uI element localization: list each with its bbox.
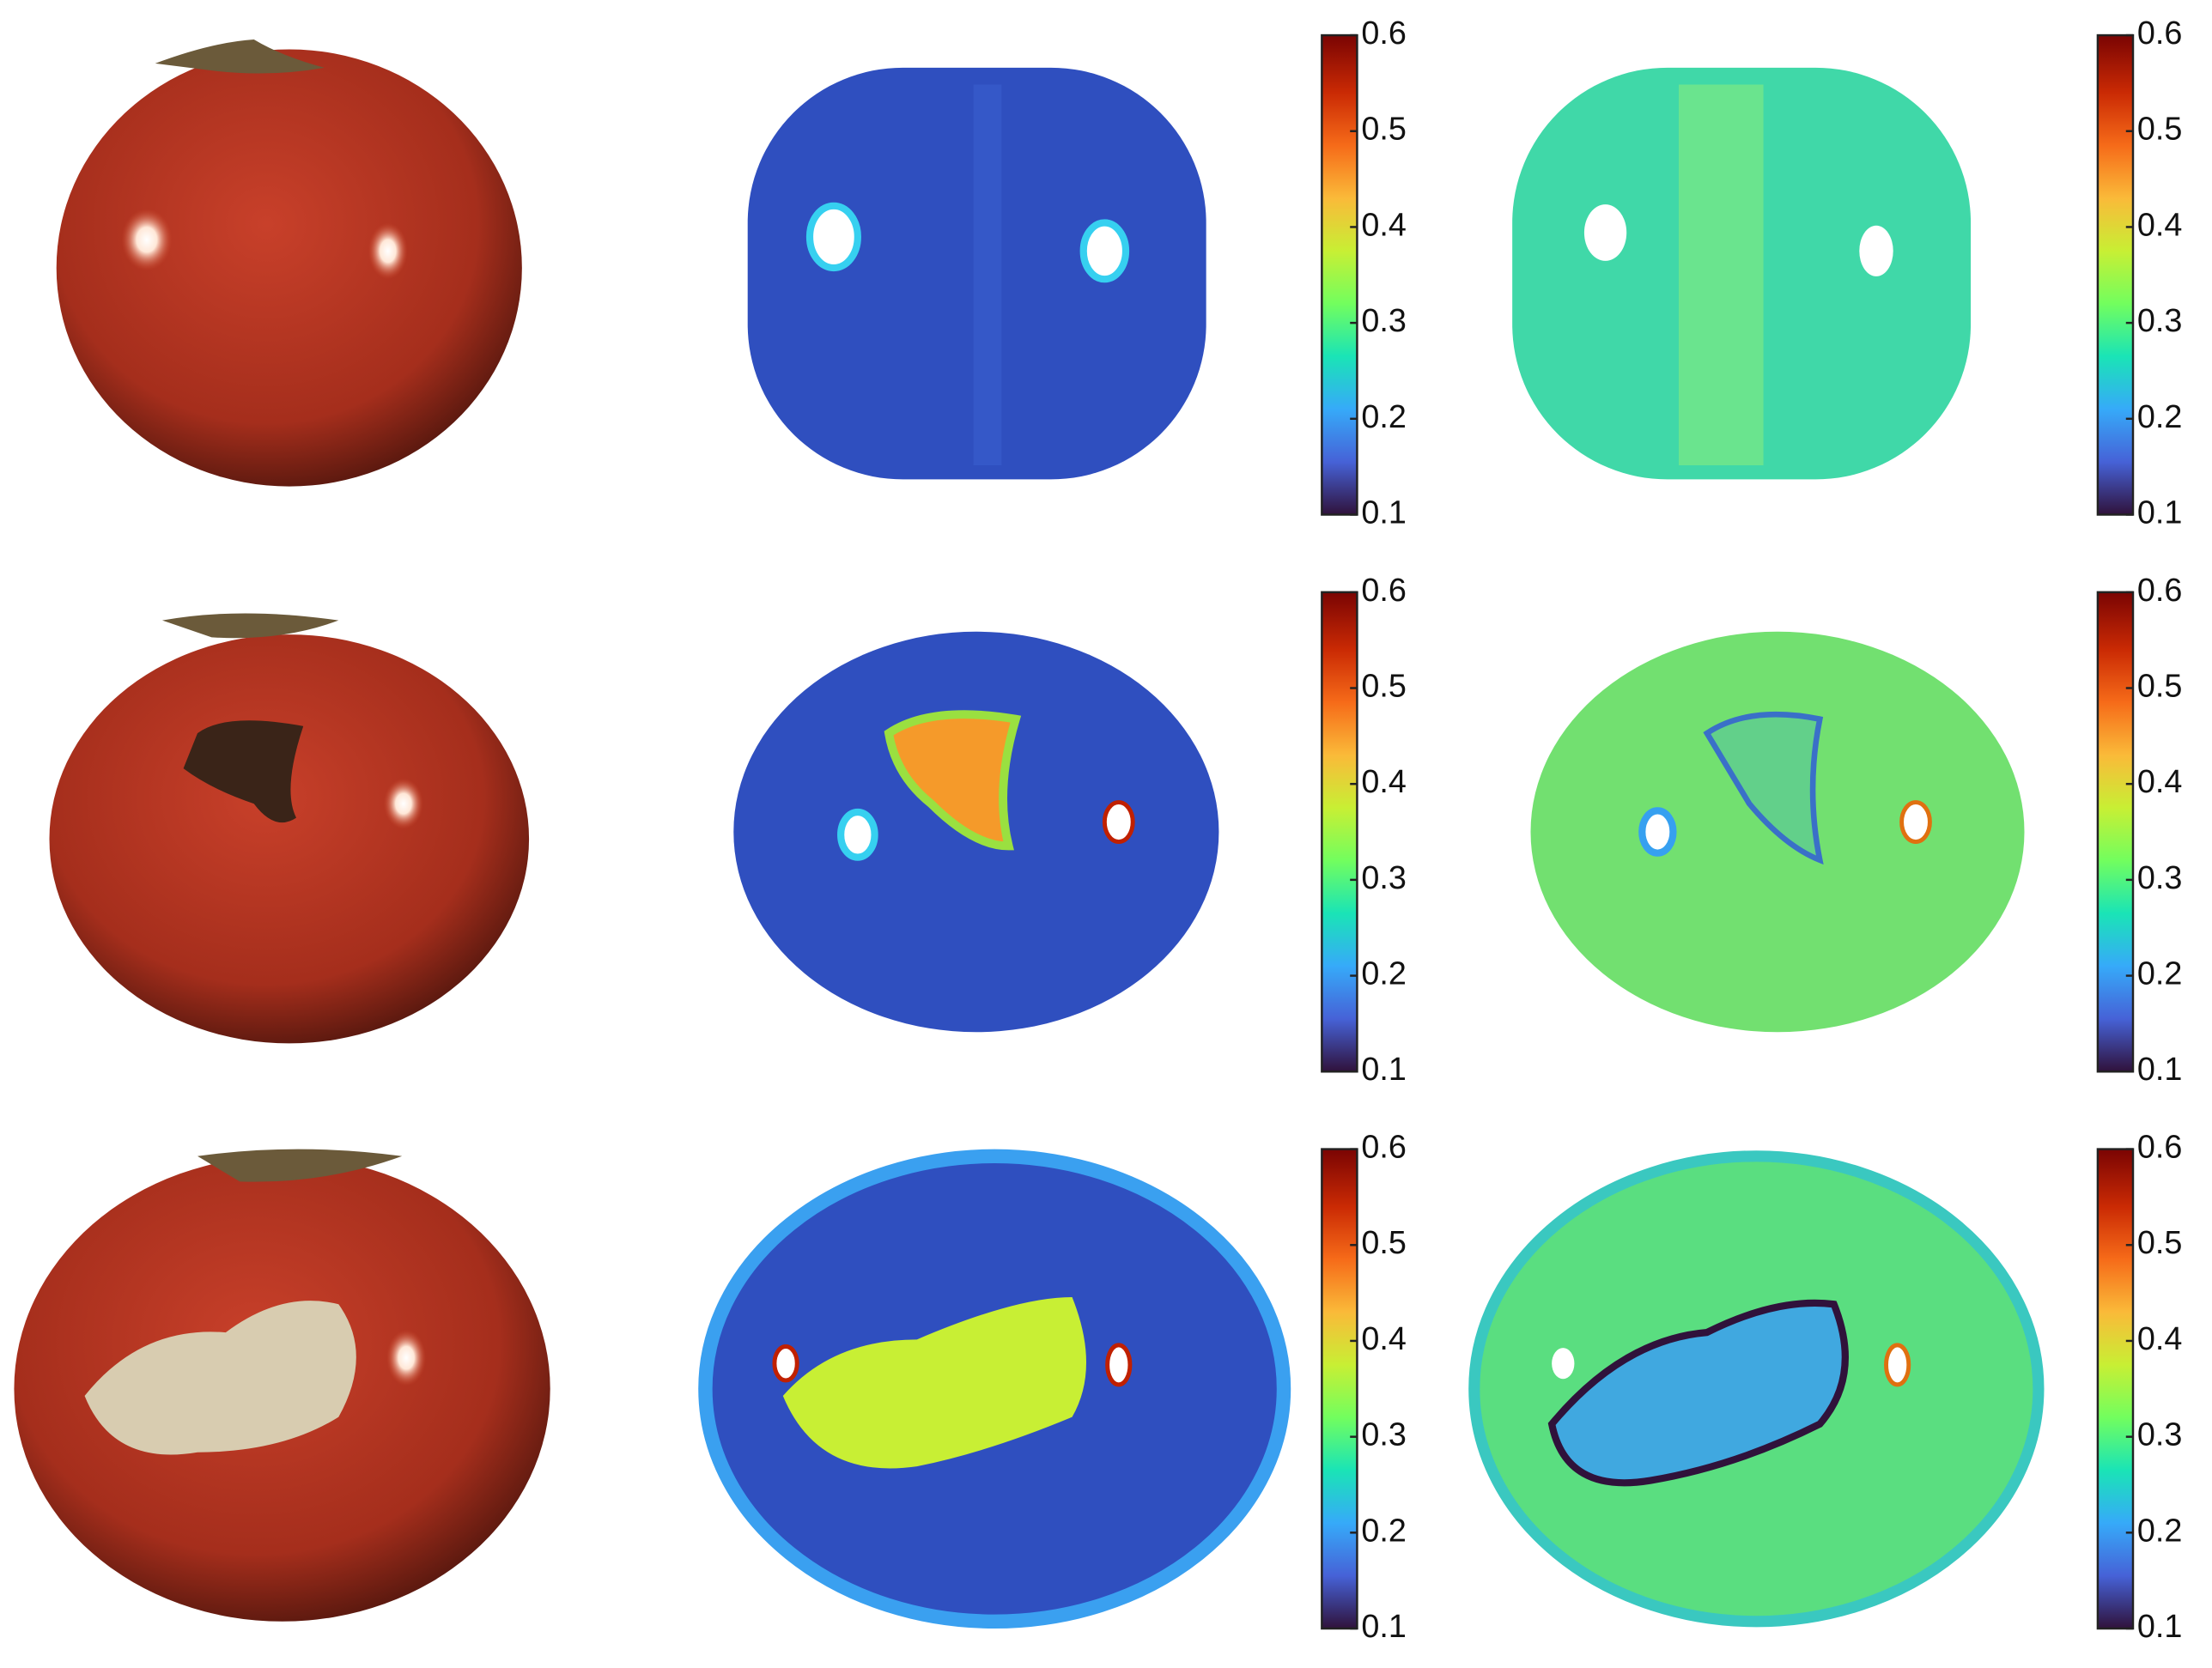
colorbar-tick-label: 0.3 <box>2137 1417 2183 1453</box>
heatmap-high <box>1468 1150 2045 1628</box>
colorbar-tick-label: 0.6 <box>1361 1130 1407 1166</box>
heatmap-high <box>1512 67 1972 480</box>
heatmap-low <box>747 67 1206 480</box>
colorbar-tick-label: 0.4 <box>2137 1321 2183 1357</box>
colorbar-tick-label: 0.1 <box>1361 494 1407 531</box>
colorbar-tick-label: 0.2 <box>1361 956 1407 992</box>
colorbar-tick-label: 0.2 <box>1361 1513 1407 1549</box>
colorbar-tick-label: 0.4 <box>1361 764 1407 800</box>
colorbar-tick-label: 0.3 <box>1361 303 1407 339</box>
colorbar <box>2096 591 2135 1073</box>
colorbar <box>1321 33 1358 516</box>
colorbar-tick-label: 0.4 <box>2137 764 2183 800</box>
colorbar-tick-label: 0.6 <box>1361 573 1407 609</box>
colorbar-tick-label: 0.5 <box>2137 112 2183 148</box>
heatmap-low <box>733 631 1219 1033</box>
colorbar-tick-label: 0.2 <box>2137 1513 2183 1549</box>
colorbar-tick-label: 0.2 <box>2137 956 2183 992</box>
colorbar-tick-label: 0.3 <box>2137 860 2183 896</box>
colorbar <box>2096 1148 2135 1630</box>
colorbar-tick-label: 0.5 <box>2137 668 2183 704</box>
colorbar-tick-label: 0.5 <box>1361 668 1407 704</box>
tomato-photo <box>49 613 530 1044</box>
colorbar-tick-label: 0.4 <box>2137 207 2183 243</box>
colorbar-tick-label: 0.6 <box>2137 15 2183 52</box>
colorbar-tick-label: 0.5 <box>1361 112 1407 148</box>
colorbar <box>1321 591 1358 1073</box>
tomato-photo <box>56 39 522 487</box>
colorbar <box>2096 33 2135 516</box>
colorbar-tick-label: 0.6 <box>2137 1130 2183 1166</box>
colorbar-tick-label: 0.1 <box>1361 1609 1407 1645</box>
colorbar-tick-label: 0.5 <box>1361 1225 1407 1261</box>
colorbar-tick-label: 0.1 <box>2137 1052 2183 1088</box>
colorbar-tick-label: 0.2 <box>1361 399 1407 435</box>
colorbar-tick-label: 0.3 <box>2137 303 2183 339</box>
colorbar-tick-label: 0.1 <box>2137 494 2183 531</box>
colorbar-tick-label: 0.3 <box>1361 860 1407 896</box>
colorbar-tick-label: 0.4 <box>1361 1321 1407 1357</box>
tomato-photo <box>14 1149 550 1622</box>
colorbar-tick-label: 0.5 <box>2137 1225 2183 1261</box>
colorbar-tick-label: 0.4 <box>1361 207 1407 243</box>
colorbar-tick-label: 0.1 <box>1361 1052 1407 1088</box>
heatmap-high <box>1530 631 2025 1033</box>
heatmap-low <box>698 1149 1291 1629</box>
colorbar <box>1321 1148 1358 1630</box>
colorbar-tick-label: 0.6 <box>2137 573 2183 609</box>
colorbar-tick-label: 0.3 <box>1361 1417 1407 1453</box>
colorbar-tick-label: 0.6 <box>1361 15 1407 52</box>
colorbar-tick-label: 0.2 <box>2137 399 2183 435</box>
colorbar-tick-label: 0.1 <box>2137 1609 2183 1645</box>
